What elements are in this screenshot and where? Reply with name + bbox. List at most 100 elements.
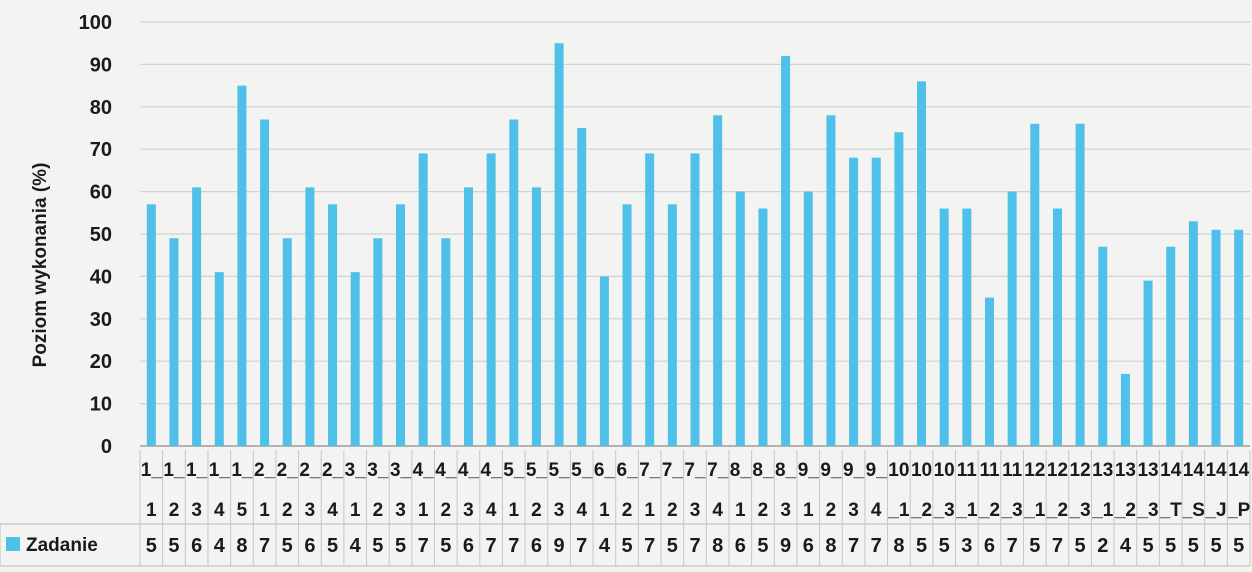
- bar: [962, 208, 972, 446]
- x-tick-label-line1: 12: [1047, 460, 1068, 481]
- legend: Zadanie: [6, 535, 98, 556]
- x-tick-labels: 1_11_21_31_41_52_12_22_32_43_13_23_34_14…: [141, 460, 1251, 521]
- x-tick-label-line2: 4: [214, 500, 225, 521]
- y-axis-title: Poziom wykonania (%): [30, 163, 51, 368]
- x-tick-label-line2: 4: [712, 500, 723, 521]
- x-tick-label-line1: 1_: [186, 460, 208, 481]
- table-cell: 4: [214, 535, 226, 557]
- table-cell: 2: [1097, 535, 1108, 557]
- table-cell: 5: [1142, 535, 1153, 557]
- table-cell: 5: [395, 535, 406, 557]
- x-tick-label-line2: 1: [735, 500, 746, 521]
- table-cell: 7: [848, 535, 859, 557]
- x-tick-label-line1: 14: [1228, 460, 1250, 481]
- table-cell: 5: [916, 535, 927, 557]
- x-tick-label-line1: 8_: [730, 460, 752, 481]
- table-cell: 4: [350, 535, 362, 557]
- y-tick-label: 100: [79, 12, 112, 34]
- x-tick-label-line1: 1_: [163, 460, 185, 481]
- table-cell: 7: [259, 535, 270, 557]
- x-tick-label-line2: _3: [1136, 500, 1158, 521]
- table-cell: 5: [1165, 535, 1176, 557]
- x-tick-label-line2: 2: [826, 500, 837, 521]
- table-cell: 5: [146, 535, 157, 557]
- x-tick-label-line1: 12: [1024, 460, 1045, 481]
- x-tick-label-line1: 5_: [526, 460, 548, 481]
- x-tick-label-line2: 4: [871, 500, 882, 521]
- x-tick-label-line1: 4_: [435, 460, 457, 481]
- x-tick-label-line2: _P: [1226, 500, 1251, 521]
- table-cell: 5: [667, 535, 678, 557]
- x-tick-label-line2: _T: [1159, 500, 1183, 521]
- bar: [305, 187, 315, 447]
- y-tick-label: 10: [90, 394, 112, 416]
- x-tick-label-line1: 14: [1183, 460, 1205, 481]
- x-tick-label-line2: 1: [418, 500, 429, 521]
- bar: [939, 208, 949, 446]
- x-tick-label-line2: 1: [350, 500, 361, 521]
- x-tick-label-line2: 3: [780, 500, 791, 521]
- bar: [1211, 229, 1221, 446]
- legend-swatch: [6, 537, 20, 551]
- x-tick-label-line1: 8_: [775, 460, 797, 481]
- bar: [554, 43, 564, 446]
- x-tick-label-line1: 13: [1115, 460, 1136, 481]
- bar: [735, 191, 745, 446]
- x-tick-label-line2: _1: [1091, 500, 1114, 521]
- bar: [441, 238, 451, 446]
- x-tick-label-line2: 1: [508, 500, 519, 521]
- table-cell: 5: [168, 535, 179, 557]
- x-tick-label-line1: 4_: [458, 460, 480, 481]
- y-tick-labels: 0 10 20 30 40 50 60 70 80 90 100: [79, 12, 112, 458]
- y-tick-label: 40: [90, 266, 112, 288]
- x-tick-label-line2: 3: [191, 500, 202, 521]
- bar: [826, 115, 836, 446]
- table-cell: 5: [1233, 535, 1244, 557]
- bar: [849, 157, 859, 446]
- table-cell: 3: [961, 535, 972, 557]
- x-tick-label-line1: 10: [934, 460, 955, 481]
- x-tick-label-line1: 6_: [594, 460, 616, 481]
- table-cell: 5: [1075, 535, 1086, 557]
- bar: [1166, 246, 1176, 446]
- x-tick-label-line1: 14: [1205, 460, 1227, 481]
- x-tick-label-line1: 14: [1160, 460, 1182, 481]
- bar: [192, 187, 202, 447]
- x-tick-label-line2: _2: [978, 500, 1000, 521]
- x-tick-label-line2: _2: [1046, 500, 1068, 521]
- table-cell: 9: [780, 535, 791, 557]
- table-cell: 7: [1052, 535, 1063, 557]
- table-cell: 5: [282, 535, 293, 557]
- x-tick-label-line1: 7_: [684, 460, 706, 481]
- bar: [758, 208, 768, 446]
- table-cell: 6: [463, 535, 474, 557]
- bar: [1052, 208, 1062, 446]
- table-cell: 9: [554, 535, 565, 557]
- table-cell: 6: [735, 535, 746, 557]
- table-cell: 7: [871, 535, 882, 557]
- y-tick-label: 0: [101, 436, 112, 458]
- bar: [282, 238, 292, 446]
- table-cell: 7: [508, 535, 519, 557]
- bar: [781, 55, 791, 447]
- x-tick-label-line1: 9_: [843, 460, 865, 481]
- table-cell: 8: [712, 535, 723, 557]
- x-tick-label-line2: _S: [1181, 500, 1205, 521]
- y-tick-label: 20: [90, 351, 112, 373]
- y-tick-label: 80: [90, 97, 112, 119]
- bar: [146, 204, 156, 446]
- table-cell: 6: [803, 535, 814, 557]
- x-tick-label-line1: 13: [1092, 460, 1113, 481]
- table-cell: 8: [236, 535, 247, 557]
- table-cell: 5: [1210, 535, 1221, 557]
- bar: [1120, 373, 1130, 446]
- x-tick-label-line2: 4: [576, 500, 587, 521]
- x-tick-label-line2: _J: [1204, 500, 1226, 521]
- x-tick-label-line2: 3: [848, 500, 859, 521]
- table-cell: 6: [304, 535, 315, 557]
- x-tick-label-line2: 2: [531, 500, 542, 521]
- x-tick-label-line1: 2_: [299, 460, 321, 481]
- bar: [984, 297, 994, 446]
